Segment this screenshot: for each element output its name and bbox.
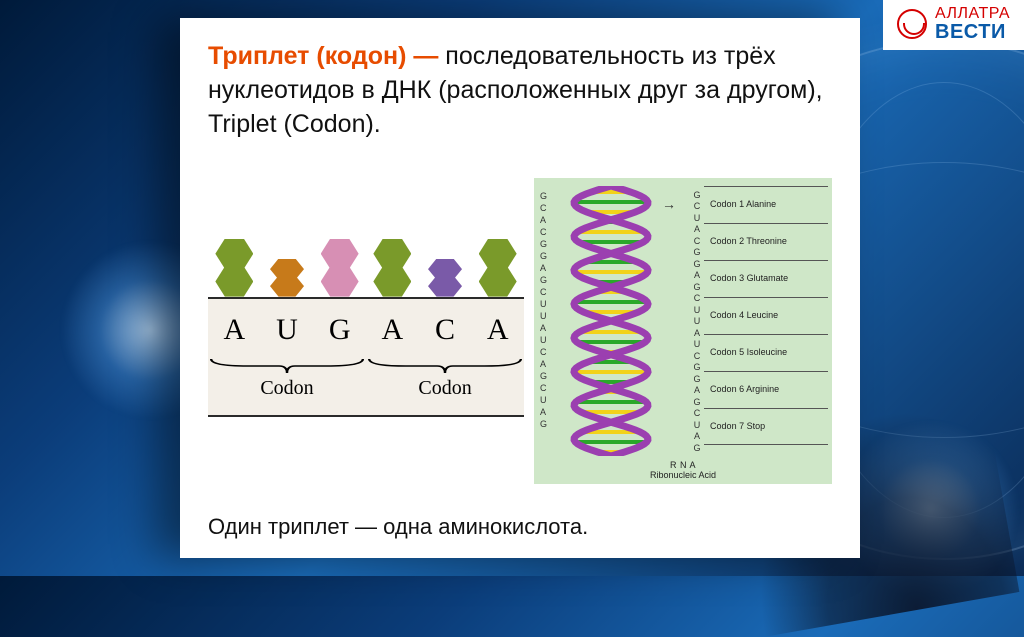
helix-base-label: G <box>540 250 560 262</box>
nucleotide-letter: C <box>419 313 472 347</box>
helix-base-label: U <box>540 334 560 346</box>
helix-base-label: U <box>540 298 560 310</box>
codon-brace: Codon <box>208 357 366 400</box>
codon-base-label: G <box>690 362 704 374</box>
codon-base-label: G <box>690 374 704 386</box>
codon-label: Codon 4 Leucine <box>710 297 826 334</box>
rna-helix-figure: GCACGGAGCUUAUCAGCUAG → GCUACGGAGCUUAUCGG… <box>534 178 832 484</box>
rna-subcaption: Ribonucleic Acid <box>540 470 826 480</box>
helix-base-label: G <box>540 238 560 250</box>
codon-base-label: U <box>690 316 704 328</box>
logo-mark-icon <box>897 9 927 39</box>
nucleotide-shape <box>428 259 462 297</box>
headline: Триплет (кодон) — последовательность из … <box>208 40 832 141</box>
codon-label: Codon 2 Threonine <box>710 223 826 260</box>
nucleotide-shape <box>321 239 359 297</box>
codon-base-label: C <box>690 236 704 248</box>
helix-base-label: A <box>540 406 560 418</box>
codon-strip: AUGACA CodonCodon <box>208 297 524 417</box>
codon-base-label: G <box>690 247 704 259</box>
helix-base-label: C <box>540 346 560 358</box>
codon-base-label: U <box>690 339 704 351</box>
codon-base-column: GCUACGGAGCUUAUCGGAGCUAG <box>690 186 704 456</box>
codon-base-label: A <box>690 328 704 340</box>
logo-line-1: АЛЛАТРА <box>935 6 1010 22</box>
channel-logo: АЛЛАТРА ВЕСТИ <box>883 0 1024 50</box>
helix-base-label: A <box>540 262 560 274</box>
nucleotide-shape <box>373 239 411 297</box>
slide-card: Триплет (кодон) — последовательность из … <box>180 18 860 558</box>
codon-base-label: C <box>690 351 704 363</box>
codon-label-list: Codon 1 AlanineCodon 2 ThreonineCodon 3 … <box>710 186 826 456</box>
helix-base-label: U <box>540 394 560 406</box>
helix-base-label: A <box>540 322 560 334</box>
helix-left-bases: GCACGGAGCUUAUCAGCUAG <box>540 186 560 456</box>
codon-base-label: C <box>690 408 704 420</box>
helix-base-label: G <box>540 190 560 202</box>
rna-helix-icon <box>566 186 656 456</box>
codon-base-label: A <box>690 224 704 236</box>
helix-base-label: C <box>540 286 560 298</box>
helix-base-label: U <box>540 310 560 322</box>
codon-base-label: A <box>690 270 704 282</box>
codon-base-label: C <box>690 293 704 305</box>
codon-base-label: A <box>690 431 704 443</box>
codon-brace: Codon <box>366 357 524 400</box>
nucleotide-shape <box>215 239 253 297</box>
nucleotide-letter: A <box>208 313 261 347</box>
codon-strip-figure: AUGACA CodonCodon <box>208 245 524 417</box>
footer-text: Один триплет — одна аминокислота. <box>208 514 832 540</box>
codon-base-label: C <box>690 201 704 213</box>
helix-base-label: C <box>540 202 560 214</box>
nucleotide-letter: U <box>261 313 314 347</box>
codon-base-label: G <box>690 190 704 202</box>
helix-base-label: A <box>540 358 560 370</box>
codon-base-label: G <box>690 397 704 409</box>
logo-line-2: ВЕСТИ <box>935 22 1010 42</box>
codon-base-label: A <box>690 385 704 397</box>
codon-base-label: U <box>690 420 704 432</box>
codon-base-label: G <box>690 259 704 271</box>
codon-label: Codon 3 Glutamate <box>710 260 826 297</box>
helix-base-label: G <box>540 418 560 430</box>
codon-label: Codon 1 Alanine <box>710 186 826 223</box>
codon-base-label: G <box>690 282 704 294</box>
codon-label: Codon 5 Isoleucine <box>710 334 826 371</box>
nucleotide-shape <box>479 239 517 297</box>
codon-base-label: U <box>690 305 704 317</box>
headline-accent: Триплет (кодон) — <box>208 42 438 70</box>
helix-base-label: G <box>540 370 560 382</box>
nucleotide-letter: A <box>366 313 419 347</box>
helix-base-label: C <box>540 382 560 394</box>
helix-base-label: G <box>540 274 560 286</box>
codon-label: Codon 6 Arginine <box>710 371 826 408</box>
helix-base-label: C <box>540 226 560 238</box>
arrow-icon: → <box>662 186 684 456</box>
nucleotide-shape <box>270 259 304 297</box>
rna-caption: R N A <box>540 460 826 470</box>
helix-base-label: A <box>540 214 560 226</box>
codon-base-label: G <box>690 443 704 455</box>
codon-label: Codon 7 Stop <box>710 408 826 445</box>
nucleotide-letter: A <box>471 313 524 347</box>
codon-base-label: U <box>690 213 704 225</box>
nucleotide-letter: G <box>313 313 366 347</box>
